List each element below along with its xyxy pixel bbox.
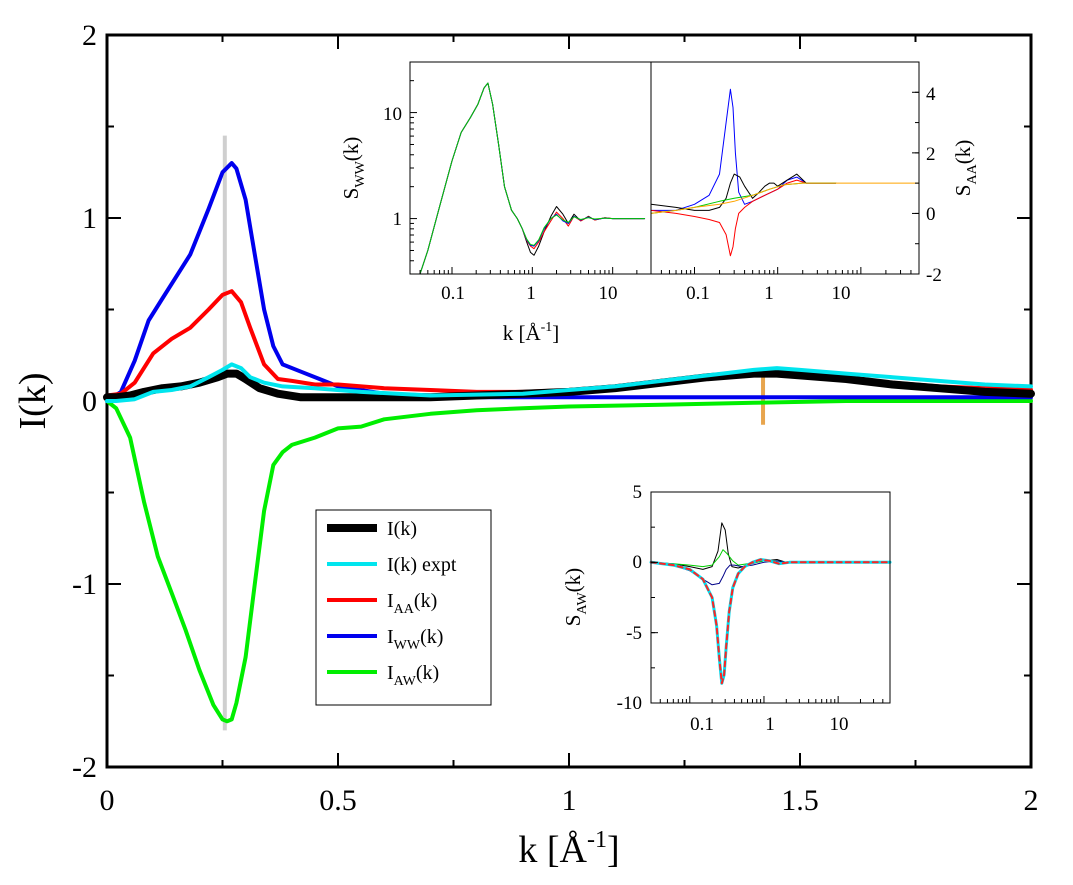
inset-saw-y-axis-title-base: S [561,615,585,627]
legend-label-iww: IWW(k) [387,626,443,653]
inset-sww-x-axis-title: k [Å-1] [503,320,560,345]
main-y-tick-label: 1 [82,202,97,235]
legend-label-iww-sub: WW [394,638,421,653]
main-x-tick-label: 1.5 [781,784,819,817]
main-y-axis-title: I(k) [12,373,54,430]
inset-saw-y-tick-label: -10 [617,693,642,714]
inset-saw-frame [650,491,891,704]
inset-saw: 0.1 1 10 -10 -5 0 5 SAW(k) [561,482,892,735]
inset-sww-x-axis-title-sup: -1 [541,320,553,335]
inset-sww-y-axis-title-tail: (k) [339,137,363,162]
main-x-axis-title-text: k [Å [518,829,587,871]
inset-sww-x-tick-label: 1 [526,283,536,304]
main-y-tick-label: -1 [72,568,97,601]
inset-sww-x-tick-label: 0.1 [441,283,465,304]
inset-saa-frame [650,61,920,275]
inset-sww-x-axis-title-close: ] [552,321,559,345]
legend-label-iww-base: I [387,626,394,648]
inset-sww-x-tick-label: 10 [599,283,618,304]
inset-saa-y-tick-label: 4 [926,84,936,105]
legend-label-iaa-sub: AA [394,602,415,617]
legend-label-iaw-tail: (k) [416,662,439,684]
inset-saa-series [650,88,920,257]
legend-label-iaa-base: I [387,590,394,612]
inset-saa-y-axis-title-sub: AA [965,163,980,184]
main-x-tick-label: 0 [100,784,115,817]
inset-sww-background [410,62,651,274]
inset-saw-series-s-aw-red-dashed [650,558,891,685]
inset-saa-y-axis-title-base: S [951,185,975,197]
inset-saa-series-s-aa-red [650,179,837,257]
inset-saw-y-tick-label: 5 [633,482,643,503]
inset-saw-y-axis-title-sub: AW [575,592,590,615]
main-y-tick-label: 0 [82,385,97,418]
inset-saw-y-axis-title-tail: (k) [561,568,585,593]
main-series-i-ww-k [105,161,1033,403]
inset-saw-x-tick-label: 10 [830,714,849,735]
legend-label-iaw: IAW(k) [387,662,439,689]
main-x-tick-label: 0.5 [319,784,357,817]
inset-saa-y-axis-title: SAA(k) [951,140,980,196]
main-y-tick-label: -2 [72,751,97,784]
main-x-axis-title-close: ] [607,829,620,871]
inset-saw-x-tick-label: 1 [765,714,775,735]
inset-sww-y-axis-title: SWW(k) [339,137,368,200]
legend-label-iww-tail: (k) [420,626,443,648]
legend-label-ik: I(k) [387,518,417,540]
inset-saa-y-tick-label: -2 [926,265,942,286]
inset-sww-y-axis-title-base: S [339,188,363,200]
legend-label-iaw-sub: AW [394,674,417,689]
main-y-tick-label: 2 [82,19,97,52]
inset-saa-y-tick-label: 2 [926,144,936,165]
inset-saa-background [651,62,919,274]
legend-label-iaw-base: I [387,662,394,684]
main-x-axis-title: k [Å-1] [518,827,619,871]
inset-saa-x-tick-label: 0.1 [686,283,710,304]
inset-saw-y-tick-label: 0 [633,552,643,573]
inset-sww-series-s-ww-green [419,82,646,275]
legend-label-ik-expt: I(k) expt [387,554,457,576]
inset-saw-series [649,522,892,685]
inset-saa-series-s-aa-orange [650,182,920,214]
main-series-i-k-expt [105,362,1033,403]
main-x-axis-title-sup: -1 [587,827,607,853]
inset-sww-ticks [410,80,638,275]
main-series-i-aw-k [105,399,1033,724]
legend-label-iaa: IAA(k) [387,590,437,617]
main-x-tick-label: 2 [1024,784,1039,817]
inset-saw-background [651,492,890,703]
inset-saa-series-s-aa-black [650,173,837,211]
inset-sww-y-tick-label: 10 [383,104,402,125]
inset-sww-x-axis-title-text: k [Å [503,321,542,345]
inset-saa-series-s-aa-blue [650,88,837,211]
inset-saa: 0.1 1 10 -2 0 2 4 SAA(k) [650,61,980,304]
inset-saa-x-tick-label: 1 [764,283,774,304]
inset-saw-y-tick-label: -5 [626,623,642,644]
legend: I(k) I(k) expt IAA(k) IWW(k) IAW(k) [315,509,492,706]
main-x-tick-label: 1 [562,784,577,817]
inset-saa-y-axis-title-tail: (k) [951,140,975,165]
inset-saw-y-axis-title: SAW(k) [561,568,590,626]
inset-sww-series [419,82,646,275]
inset-saa-y-tick-label: 0 [926,204,936,225]
legend-label-iaa-tail: (k) [414,590,437,612]
inset-saa-x-tick-label: 10 [832,283,851,304]
main-series [103,161,1035,724]
inset-sww: 0.1 1 10 1 10 k [Å-1] SWW(k) [339,61,652,345]
main-plot: 0 0.5 1 1.5 2 -2 -1 0 1 2 k [Å-1] I(k) I… [12,19,1039,871]
inset-sww-y-axis-title-sub: WW [353,160,368,187]
inset-saw-x-tick-label: 0.1 [690,714,714,735]
inset-sww-y-tick-label: 1 [393,209,403,230]
